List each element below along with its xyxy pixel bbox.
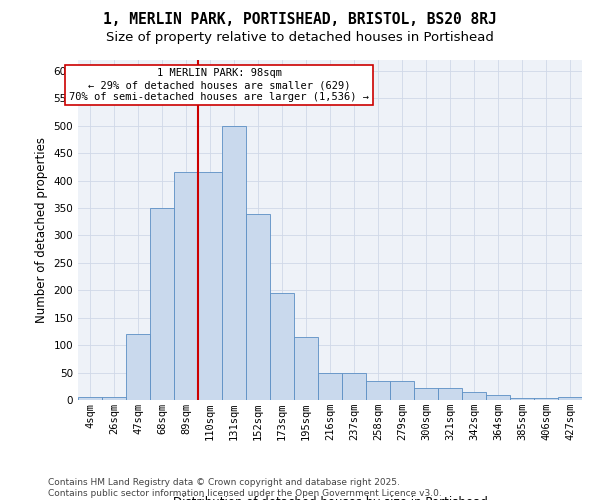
Bar	[414, 388, 438, 400]
Y-axis label: Number of detached properties: Number of detached properties	[35, 137, 48, 323]
Bar	[174, 172, 198, 400]
Bar	[318, 372, 342, 400]
Bar	[78, 398, 102, 400]
Bar	[366, 381, 390, 400]
Bar	[342, 372, 366, 400]
Bar	[270, 293, 294, 400]
Bar	[198, 172, 222, 400]
X-axis label: Distribution of detached houses by size in Portishead: Distribution of detached houses by size …	[173, 496, 487, 500]
Bar	[390, 381, 414, 400]
Bar	[150, 208, 174, 400]
Bar	[102, 398, 126, 400]
Bar	[486, 394, 510, 400]
Bar	[534, 398, 558, 400]
Text: Contains HM Land Registry data © Crown copyright and database right 2025.
Contai: Contains HM Land Registry data © Crown c…	[48, 478, 442, 498]
Bar	[558, 398, 582, 400]
Bar	[246, 214, 270, 400]
Text: 1, MERLIN PARK, PORTISHEAD, BRISTOL, BS20 8RJ: 1, MERLIN PARK, PORTISHEAD, BRISTOL, BS2…	[103, 12, 497, 28]
Bar	[438, 388, 462, 400]
Bar	[222, 126, 246, 400]
Text: Size of property relative to detached houses in Portishead: Size of property relative to detached ho…	[106, 31, 494, 44]
Bar	[294, 337, 318, 400]
Bar	[126, 334, 150, 400]
Text: 1 MERLIN PARK: 98sqm
← 29% of detached houses are smaller (629)
70% of semi-deta: 1 MERLIN PARK: 98sqm ← 29% of detached h…	[69, 68, 369, 102]
Bar	[510, 398, 534, 400]
Bar	[462, 392, 486, 400]
